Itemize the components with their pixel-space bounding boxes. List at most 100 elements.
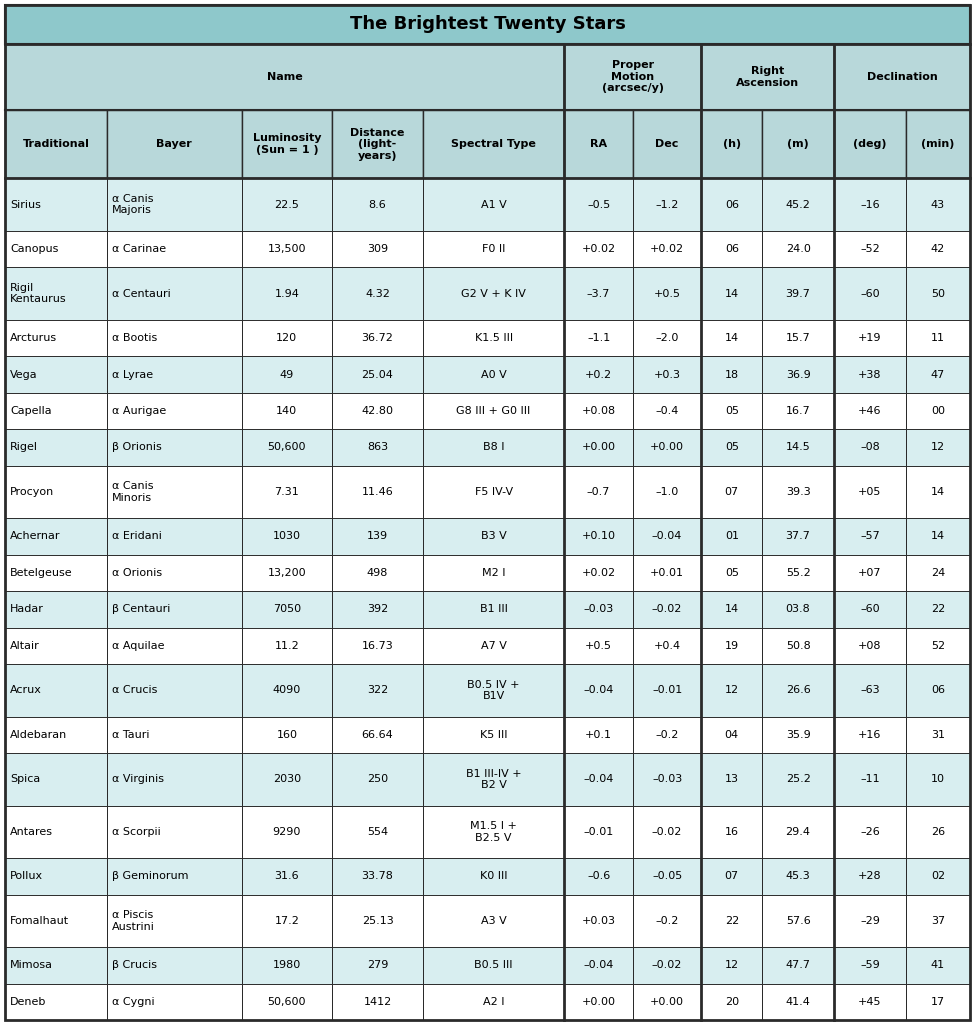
- Bar: [5, 984, 106, 1020]
- Bar: [834, 984, 906, 1020]
- Bar: [834, 465, 906, 519]
- Bar: [5, 110, 106, 178]
- Bar: [5, 947, 106, 984]
- Text: Fomalhaut: Fomalhaut: [10, 915, 69, 926]
- Text: β Orionis: β Orionis: [112, 443, 162, 452]
- Bar: [906, 429, 970, 465]
- Bar: [906, 895, 970, 947]
- Text: B8 I: B8 I: [483, 443, 504, 452]
- Bar: [423, 947, 565, 984]
- Bar: [423, 320, 565, 357]
- Bar: [565, 268, 633, 320]
- Bar: [762, 716, 834, 753]
- Text: (deg): (deg): [853, 139, 886, 149]
- Bar: [242, 320, 332, 357]
- Bar: [565, 716, 633, 753]
- Bar: [5, 806, 970, 858]
- Bar: [701, 519, 762, 555]
- Text: 554: 554: [367, 827, 388, 836]
- Bar: [834, 753, 906, 806]
- Text: F0 II: F0 II: [482, 244, 505, 254]
- Text: Name: Name: [267, 72, 302, 82]
- Bar: [906, 268, 970, 320]
- Bar: [762, 268, 834, 320]
- Bar: [332, 320, 423, 357]
- Bar: [633, 357, 701, 393]
- Bar: [633, 806, 701, 858]
- Bar: [5, 519, 106, 555]
- Text: –0.2: –0.2: [655, 730, 679, 740]
- Text: 16: 16: [724, 827, 739, 836]
- Bar: [423, 753, 565, 806]
- Bar: [906, 664, 970, 716]
- Bar: [834, 627, 906, 664]
- Bar: [5, 555, 106, 591]
- Bar: [565, 178, 633, 231]
- Bar: [565, 231, 633, 268]
- Bar: [5, 178, 970, 231]
- Bar: [701, 44, 834, 110]
- Text: 13,200: 13,200: [267, 568, 306, 578]
- Text: –08: –08: [860, 443, 879, 452]
- Bar: [762, 753, 834, 806]
- Bar: [5, 627, 106, 664]
- Text: +0.02: +0.02: [581, 244, 615, 254]
- Bar: [906, 519, 970, 555]
- Bar: [332, 231, 423, 268]
- Bar: [106, 231, 242, 268]
- Text: –29: –29: [860, 915, 879, 926]
- Text: Spectral Type: Spectral Type: [451, 139, 536, 149]
- Text: 2030: 2030: [273, 774, 301, 784]
- Bar: [834, 806, 906, 858]
- Bar: [762, 429, 834, 465]
- Bar: [332, 465, 423, 519]
- Bar: [633, 231, 701, 268]
- Text: 02: 02: [931, 871, 945, 882]
- Text: α Bootis: α Bootis: [112, 333, 157, 343]
- Text: –0.04: –0.04: [652, 531, 682, 541]
- Text: 250: 250: [367, 774, 388, 784]
- Bar: [834, 519, 906, 555]
- Bar: [701, 268, 762, 320]
- Bar: [834, 357, 906, 393]
- Bar: [106, 519, 242, 555]
- Text: The Brightest Twenty Stars: The Brightest Twenty Stars: [350, 15, 625, 34]
- Bar: [633, 393, 701, 429]
- Text: –0.03: –0.03: [652, 774, 682, 784]
- Text: +0.00: +0.00: [650, 996, 684, 1007]
- Text: –60: –60: [860, 288, 879, 298]
- Text: 8.6: 8.6: [369, 200, 386, 209]
- Text: α Crucis: α Crucis: [112, 686, 157, 695]
- Text: α Scorpii: α Scorpii: [112, 827, 161, 836]
- Bar: [106, 591, 242, 627]
- Text: 11: 11: [931, 333, 945, 343]
- Text: 20: 20: [724, 996, 739, 1007]
- Bar: [423, 429, 565, 465]
- Bar: [701, 947, 762, 984]
- Bar: [906, 984, 970, 1020]
- Bar: [633, 664, 701, 716]
- Bar: [906, 591, 970, 627]
- Bar: [5, 806, 106, 858]
- Bar: [633, 716, 701, 753]
- Bar: [106, 895, 242, 947]
- Bar: [332, 753, 423, 806]
- Bar: [762, 627, 834, 664]
- Text: G8 III + G0 III: G8 III + G0 III: [456, 406, 530, 416]
- Text: α Centauri: α Centauri: [112, 288, 171, 298]
- Bar: [5, 591, 106, 627]
- Text: 12: 12: [724, 960, 739, 971]
- Bar: [762, 519, 834, 555]
- Text: 66.64: 66.64: [362, 730, 393, 740]
- Text: 1030: 1030: [273, 531, 301, 541]
- Text: Aldebaran: Aldebaran: [10, 730, 67, 740]
- Text: +38: +38: [858, 369, 881, 379]
- Bar: [633, 627, 701, 664]
- Text: –0.04: –0.04: [583, 960, 614, 971]
- Text: 26.6: 26.6: [786, 686, 810, 695]
- Bar: [5, 429, 106, 465]
- Bar: [906, 627, 970, 664]
- Bar: [332, 178, 423, 231]
- Text: 17: 17: [931, 996, 945, 1007]
- Bar: [565, 555, 633, 591]
